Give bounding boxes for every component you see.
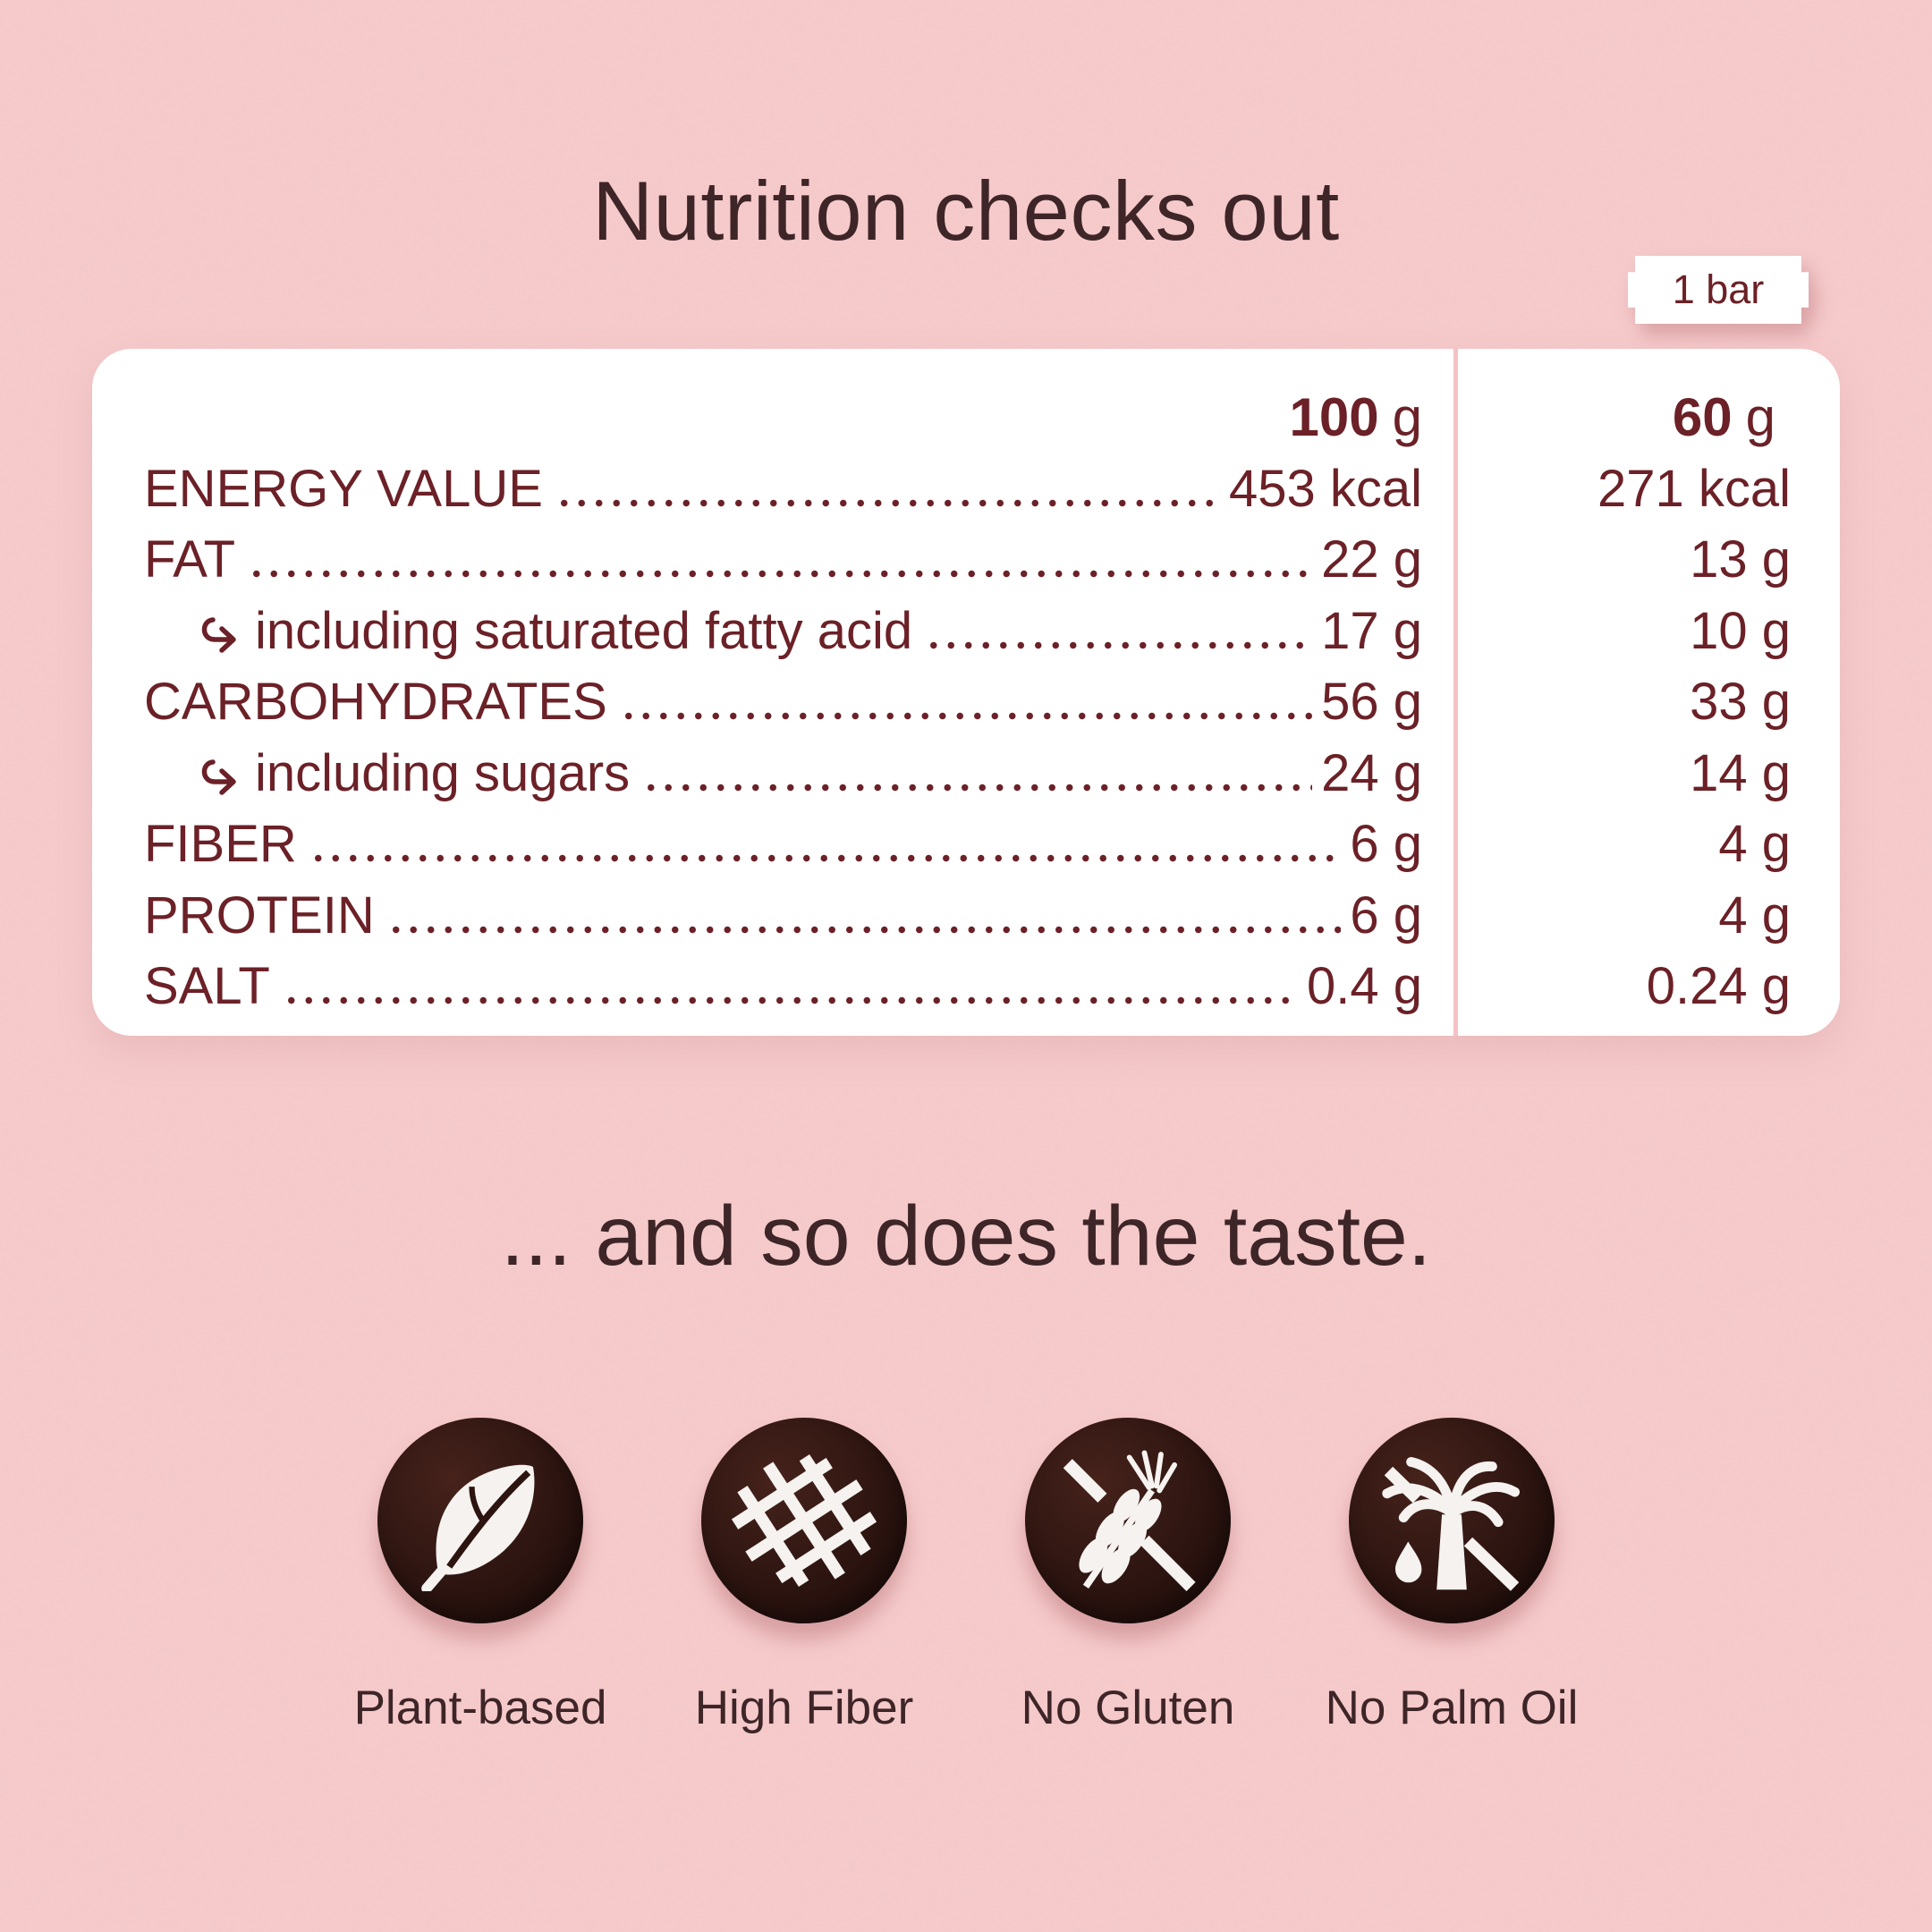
badge-high-fiber: High Fiber	[642, 1418, 966, 1735]
table-row: SALT 0.4 g 0.24 g	[92, 948, 1840, 1014]
leader-dots	[309, 854, 1342, 862]
row-value-per-100g: 0.4 g	[1307, 957, 1422, 1016]
row-label: FIBER	[144, 815, 297, 874]
table-row: FIBER 6 g 4 g	[92, 806, 1840, 872]
page-title: Nutrition checks out	[592, 164, 1340, 258]
row-value-per-100g: 24 g	[1321, 743, 1422, 802]
leader-dots	[555, 498, 1220, 507]
row-value-per-bar: 0.24 g	[1646, 957, 1791, 1016]
fiber-lattice-icon	[731, 1453, 877, 1588]
table-row: PROTEIN 6 g 4 g	[92, 877, 1840, 944]
crossed-wheat-icon	[1063, 1450, 1196, 1591]
row-value-per-bar: 4 g	[1718, 815, 1791, 874]
table-row: CARBOHYDRATES 56 g 33 g	[92, 664, 1840, 730]
row-label: including sugars	[255, 743, 631, 802]
badge-circle	[701, 1418, 907, 1623]
row-label: CARBOHYDRATES	[144, 673, 607, 732]
row-value-per-100g: 453 kcal	[1228, 459, 1422, 518]
row-label: ENERGY VALUE	[144, 459, 543, 518]
badge-no-palm-oil: No Palm Oil	[1290, 1418, 1614, 1735]
indent-arrow-icon	[201, 616, 236, 653]
leader-dots	[386, 925, 1342, 934]
row-value-per-bar: 4 g	[1718, 886, 1791, 945]
row-value-per-100g: 56 g	[1321, 673, 1422, 732]
column-header-per-100g: 100 g	[1289, 387, 1422, 447]
crossed-palm-icon	[1382, 1457, 1521, 1591]
leaf-icon	[421, 1464, 535, 1591]
badge-plant-based: Plant-based	[318, 1418, 642, 1735]
leader-dots	[248, 570, 1313, 578]
leader-dots	[925, 640, 1313, 649]
indent-arrow-icon	[201, 758, 236, 795]
nutrition-facts-card: 100 g 60 g ENERGY VALUE 453 kcal 271 kcal …	[92, 349, 1840, 1036]
column-divider	[1453, 349, 1458, 1036]
badge-label: Plant-based	[353, 1682, 607, 1734]
leader-dots	[619, 712, 1313, 720]
leader-dots	[642, 783, 1313, 792]
row-label: including saturated fatty acid	[255, 601, 913, 660]
row-value-per-bar: 14 g	[1690, 743, 1791, 802]
table-header-row: 100 g 60 g	[92, 379, 1840, 445]
badge-label: High Fiber	[694, 1682, 914, 1734]
table-row: FAT 22 g 13 g	[92, 521, 1840, 588]
badge-label: No Gluten	[1021, 1682, 1235, 1734]
badge-circle	[377, 1418, 583, 1623]
row-value-per-100g: 6 g	[1350, 886, 1422, 945]
row-value-per-bar: 271 kcal	[1597, 459, 1791, 518]
row-label: PROTEIN	[144, 886, 375, 945]
table-subrow: including saturated fatty acid 17 g 10 g	[92, 593, 1840, 659]
badges-row: Plant-based High Fiber	[0, 1418, 1932, 1735]
row-label: SALT	[144, 957, 270, 1016]
row-value-per-bar: 13 g	[1690, 530, 1791, 589]
badge-no-gluten: No Gluten	[966, 1418, 1290, 1735]
serving-tag: 1 bar	[1628, 256, 1809, 324]
table-subrow: including sugars 24 g 14 g	[92, 735, 1840, 801]
leader-dots	[282, 996, 1298, 1004]
row-value-per-100g: 22 g	[1321, 530, 1422, 589]
row-label: FAT	[144, 530, 236, 589]
column-header-per-bar: 60 g	[1672, 387, 1775, 447]
table-row: ENERGY VALUE 453 kcal 271 kcal	[92, 451, 1840, 517]
tagline: ... and so does the taste.	[500, 1189, 1432, 1284]
row-value-per-bar: 10 g	[1690, 601, 1791, 660]
row-value-per-100g: 6 g	[1350, 815, 1422, 874]
row-value-per-bar: 33 g	[1690, 673, 1791, 732]
badge-label: No Palm Oil	[1325, 1682, 1579, 1734]
row-value-per-100g: 17 g	[1321, 601, 1422, 660]
serving-tag-label: 1 bar	[1628, 256, 1809, 324]
badge-circle	[1025, 1418, 1231, 1623]
badge-circle	[1349, 1418, 1555, 1623]
